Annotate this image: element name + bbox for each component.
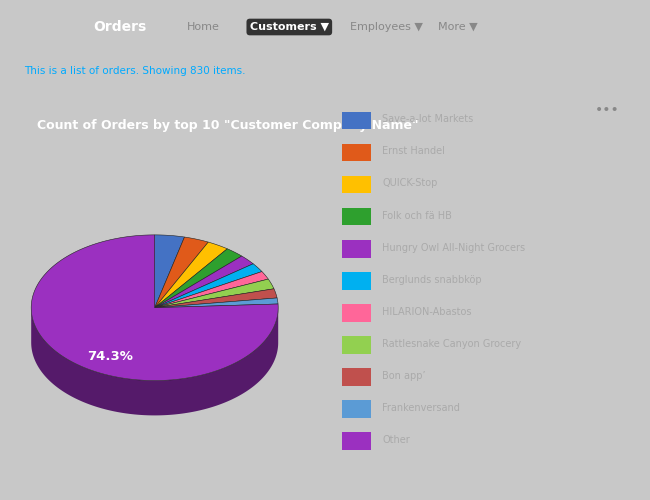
FancyBboxPatch shape [343, 304, 371, 322]
FancyBboxPatch shape [343, 336, 371, 353]
Text: More ▼: More ▼ [438, 22, 477, 32]
Polygon shape [155, 272, 268, 308]
Text: Hungry Owl All-Night Grocers: Hungry Owl All-Night Grocers [382, 242, 526, 252]
Polygon shape [155, 242, 228, 308]
Polygon shape [155, 256, 254, 308]
Text: Employees ▼: Employees ▼ [350, 22, 423, 32]
Text: Frankenversand: Frankenversand [382, 403, 460, 413]
Polygon shape [155, 298, 278, 308]
FancyBboxPatch shape [343, 432, 371, 450]
Text: Bon app’: Bon app’ [382, 370, 426, 380]
FancyBboxPatch shape [343, 208, 371, 226]
FancyBboxPatch shape [343, 368, 371, 386]
FancyBboxPatch shape [343, 112, 371, 130]
Text: Folk och fä HB: Folk och fä HB [382, 210, 452, 220]
Text: Customers ▼: Customers ▼ [250, 22, 329, 32]
Text: Rattlesnake Canyon Grocery: Rattlesnake Canyon Grocery [382, 338, 521, 348]
Polygon shape [155, 289, 277, 308]
FancyBboxPatch shape [343, 176, 371, 194]
Polygon shape [155, 264, 262, 308]
FancyBboxPatch shape [343, 240, 371, 258]
Polygon shape [155, 279, 274, 308]
Polygon shape [31, 235, 278, 380]
Text: •••: ••• [595, 103, 619, 117]
Text: 74.3%: 74.3% [88, 350, 133, 362]
Text: Home: Home [187, 22, 220, 32]
Text: Ernst Handel: Ernst Handel [382, 146, 445, 156]
Polygon shape [31, 308, 278, 416]
Polygon shape [155, 237, 208, 308]
Text: Berglunds snabbköp: Berglunds snabbköp [382, 274, 482, 284]
Polygon shape [155, 235, 185, 308]
Text: This is a list of orders. Showing 830 items.: This is a list of orders. Showing 830 it… [24, 66, 246, 76]
FancyBboxPatch shape [343, 272, 371, 289]
FancyBboxPatch shape [343, 400, 371, 417]
Text: Save-a-lot Markets: Save-a-lot Markets [382, 114, 474, 124]
Text: HILARION-Abastos: HILARION-Abastos [382, 306, 472, 316]
Text: Count of Orders by top 10 "Customer Company Name": Count of Orders by top 10 "Customer Comp… [37, 119, 419, 132]
Text: QUICK-Stop: QUICK-Stop [382, 178, 438, 188]
Text: Orders: Orders [93, 20, 146, 34]
FancyBboxPatch shape [343, 144, 371, 162]
Text: Other: Other [382, 435, 410, 445]
Polygon shape [155, 249, 242, 308]
